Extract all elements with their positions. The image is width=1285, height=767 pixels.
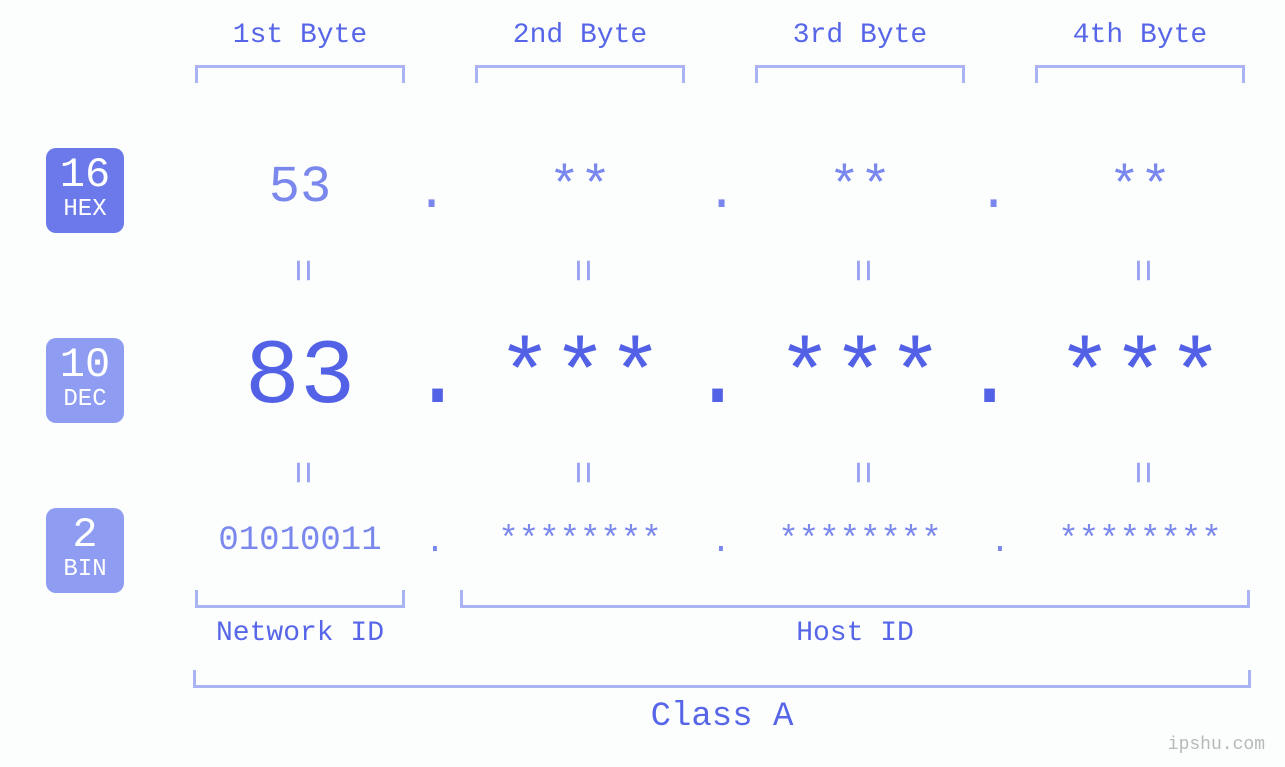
equals-top-1: = — [278, 256, 323, 286]
top-bracket-2 — [475, 65, 685, 83]
equals-bottom-2: = — [558, 458, 603, 488]
dec-badge-base: 10 — [46, 344, 124, 386]
class-bracket — [193, 670, 1251, 688]
dec-dot-3: . — [962, 325, 1002, 430]
bin-value-2: ******** — [465, 522, 695, 560]
hex-dot-2: . — [706, 164, 736, 223]
bin-value-3: ******** — [745, 522, 975, 560]
dec-value-1: 83 — [175, 325, 425, 430]
class-label: Class A — [193, 698, 1251, 736]
byte-header-2: 2nd Byte — [465, 20, 695, 51]
hex-value-4: ** — [1025, 158, 1255, 217]
network-id-label: Network ID — [185, 618, 415, 649]
equals-bottom-3: = — [838, 458, 883, 488]
equals-top-3: = — [838, 256, 883, 286]
hex-value-1: 53 — [185, 158, 415, 217]
equals-top-4: = — [1118, 256, 1163, 286]
hex-value-3: ** — [745, 158, 975, 217]
byte-header-4: 4th Byte — [1025, 20, 1255, 51]
top-bracket-1 — [195, 65, 405, 83]
hex-dot-3: . — [978, 164, 1008, 223]
dec-value-4: *** — [1015, 325, 1265, 430]
diagram-container: 1st Byte 2nd Byte 3rd Byte 4th Byte 16 H… — [0, 0, 1285, 767]
dec-value-3: *** — [735, 325, 985, 430]
hex-dot-1: . — [416, 164, 446, 223]
equals-top-2: = — [558, 256, 603, 286]
host-id-label: Host ID — [460, 618, 1250, 649]
host-id-bracket — [460, 590, 1250, 608]
bin-badge-base: 2 — [46, 514, 124, 556]
dec-dot-2: . — [690, 325, 730, 430]
equals-bottom-1: = — [278, 458, 323, 488]
bin-value-4: ******** — [1025, 522, 1255, 560]
bin-badge-name: BIN — [46, 556, 124, 584]
top-bracket-3 — [755, 65, 965, 83]
bin-badge: 2 BIN — [46, 508, 124, 593]
network-id-bracket — [195, 590, 405, 608]
dec-badge-name: DEC — [46, 386, 124, 414]
dec-value-2: *** — [455, 325, 705, 430]
bin-dot-2: . — [706, 524, 736, 562]
dec-dot-1: . — [410, 325, 450, 430]
equals-bottom-4: = — [1118, 458, 1163, 488]
watermark: ipshu.com — [1168, 735, 1265, 755]
bin-dot-1: . — [420, 524, 450, 562]
hex-badge-base: 16 — [46, 154, 124, 196]
top-bracket-4 — [1035, 65, 1245, 83]
hex-badge-name: HEX — [46, 196, 124, 224]
bin-value-1: 01010011 — [185, 522, 415, 560]
bin-dot-3: . — [985, 524, 1015, 562]
byte-header-3: 3rd Byte — [745, 20, 975, 51]
hex-badge: 16 HEX — [46, 148, 124, 233]
dec-badge: 10 DEC — [46, 338, 124, 423]
byte-header-1: 1st Byte — [185, 20, 415, 51]
hex-value-2: ** — [465, 158, 695, 217]
